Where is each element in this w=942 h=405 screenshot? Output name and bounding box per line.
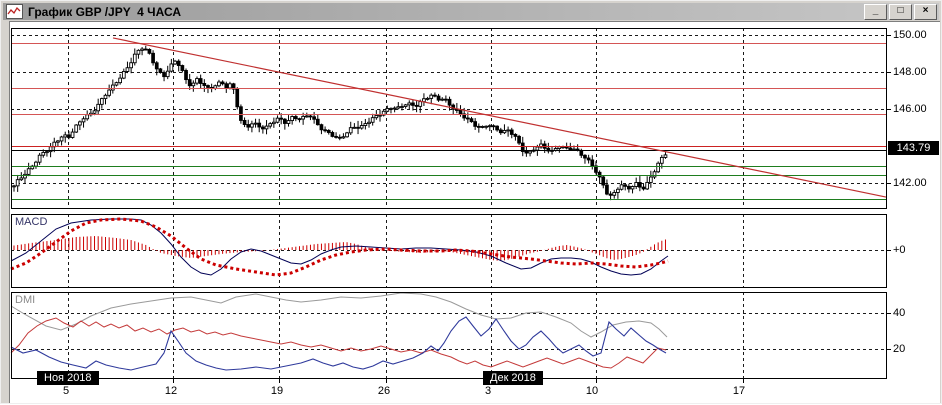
dmi-plus-di-line [10,316,667,371]
descending-trendline [112,37,887,198]
gridlines [11,28,886,378]
window-title: График GBP /JPY 4 ЧАСА [28,4,181,19]
panel-borders [11,28,887,379]
close-button[interactable]: × [914,3,937,20]
window-titlebar: График GBP /JPY 4 ЧАСА _ □ × [3,3,939,20]
price-levels [11,43,886,200]
minimize-button[interactable]: _ [864,3,887,20]
dmi-minus-di-line [10,317,667,369]
macd-signal-line [10,217,669,277]
dmi-adx-line [10,292,668,338]
chart-icon [6,4,23,19]
chart-client-area [9,21,940,403]
maximize-button[interactable]: □ [889,3,912,20]
macd-plot [10,217,669,277]
axis-ticks [68,35,891,383]
dmi-plot [10,292,668,371]
candles [12,45,668,201]
